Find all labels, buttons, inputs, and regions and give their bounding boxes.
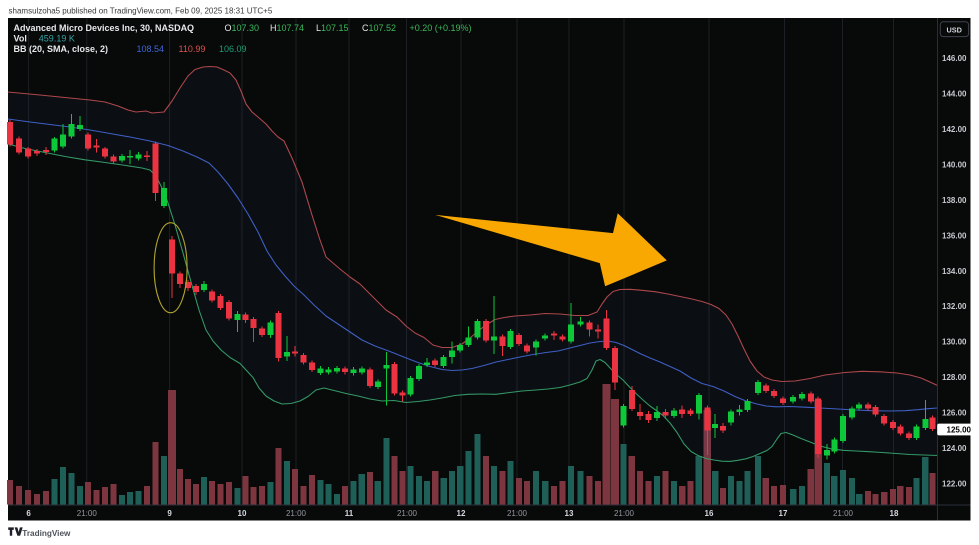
svg-text:146.00: 146.00 [942,54,967,63]
svg-text:126.00: 126.00 [942,409,967,418]
svg-text:140.00: 140.00 [942,160,967,169]
svg-text:128.00: 128.00 [942,373,967,382]
svg-text:13: 13 [565,509,574,518]
svg-text:18: 18 [890,509,899,518]
svg-text:21:00: 21:00 [77,509,98,518]
svg-text:138.00: 138.00 [942,196,967,205]
svg-text:21:00: 21:00 [507,509,528,518]
svg-text:144.00: 144.00 [942,89,967,98]
svg-text:130.00: 130.00 [942,338,967,347]
svg-text:10: 10 [238,509,247,518]
svg-text:142.00: 142.00 [942,125,967,134]
svg-text:16: 16 [705,509,714,518]
svg-text:132.00: 132.00 [942,302,967,311]
svg-text:21:00: 21:00 [833,509,854,518]
svg-text:6: 6 [26,509,31,518]
svg-text:shamsulzoha5 published on Trad: shamsulzoha5 published on TradingView.co… [9,7,273,16]
svg-text:122.00: 122.00 [942,480,967,489]
svg-text:125.00: 125.00 [947,426,972,435]
svg-text:USD: USD [946,26,961,35]
svg-text:136.00: 136.00 [942,231,967,240]
svg-text:12: 12 [457,509,466,518]
svg-text:134.00: 134.00 [942,267,967,276]
svg-text:11: 11 [345,509,354,518]
svg-text:21:00: 21:00 [614,509,635,518]
svg-text:21:00: 21:00 [286,509,307,518]
svg-text:124.00: 124.00 [942,444,967,453]
svg-text:17: 17 [779,509,788,518]
svg-text:21:00: 21:00 [397,509,418,518]
svg-text:TradingView: TradingView [22,529,71,538]
svg-text:Advanced Micro Devices Inc, 30: Advanced Micro Devices Inc, 30, NASDAQ O1… [14,23,472,33]
svg-text:9: 9 [167,509,172,518]
